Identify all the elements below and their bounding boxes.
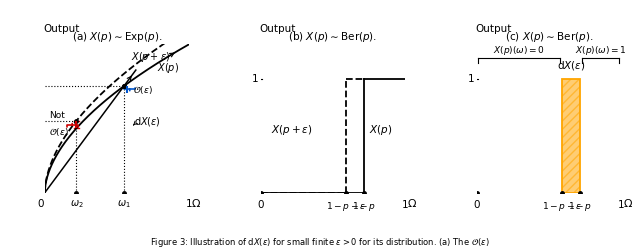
Text: $\mathrm{d}X(\varepsilon)$: $\mathrm{d}X(\varepsilon)$ (557, 59, 586, 72)
Bar (562, 79, 580, 193)
Text: Output: Output (44, 24, 80, 34)
Text: 1: 1 (468, 74, 474, 84)
Text: $\mathcal{O}(\varepsilon)$: $\mathcal{O}(\varepsilon)$ (49, 126, 69, 138)
Text: $\Omega$: $\Omega$ (191, 197, 201, 209)
Text: 1: 1 (401, 200, 408, 209)
Text: Output: Output (476, 24, 512, 34)
Text: $1-p$: $1-p$ (353, 200, 376, 212)
Text: Output: Output (259, 24, 296, 34)
Title: (a) $X(p) \sim \mathrm{Exp}(p)$.: (a) $X(p) \sim \mathrm{Exp}(p)$. (72, 30, 162, 44)
Text: $X(p)(\omega)=0$: $X(p)(\omega)=0$ (493, 44, 545, 57)
Text: $\omega_1$: $\omega_1$ (117, 199, 131, 210)
Text: $\omega_2$: $\omega_2$ (70, 199, 83, 210)
Text: 0: 0 (474, 200, 480, 209)
Text: $X(p+\varepsilon)$: $X(p+\varepsilon)$ (271, 123, 312, 137)
Text: $1-p$: $1-p$ (568, 200, 593, 212)
Text: $\mathrm{d}X(\varepsilon)$: $\mathrm{d}X(\varepsilon)$ (134, 115, 161, 128)
Text: 0: 0 (257, 200, 264, 209)
Text: $X(p)$: $X(p)$ (157, 61, 179, 75)
Text: $1-p-\varepsilon$: $1-p-\varepsilon$ (326, 200, 366, 212)
Text: Figure 3: Illustration of $\mathrm{d}X(\varepsilon)$ for small finite $\varepsil: Figure 3: Illustration of $\mathrm{d}X(\… (150, 236, 490, 247)
Bar (562, 79, 580, 193)
Text: 0: 0 (37, 199, 44, 208)
Text: $\Omega$: $\Omega$ (407, 197, 417, 209)
Text: $X(p+\varepsilon)$: $X(p+\varepsilon)$ (131, 50, 170, 64)
Text: $\mathcal{O}(\varepsilon)$: $\mathcal{O}(\varepsilon)$ (132, 84, 152, 96)
Text: $X(p)$: $X(p)$ (369, 123, 392, 137)
Text: $X(p)(\omega)=1$: $X(p)(\omega)=1$ (575, 44, 627, 57)
Text: $\Omega$: $\Omega$ (623, 197, 633, 209)
Text: $1-p-\varepsilon$: $1-p-\varepsilon$ (541, 200, 582, 212)
Title: (b) $X(p) \sim \mathrm{Ber}(p)$.: (b) $X(p) \sim \mathrm{Ber}(p)$. (288, 30, 378, 44)
Text: 1: 1 (618, 200, 624, 209)
Text: 1: 1 (252, 74, 259, 84)
Text: Not: Not (49, 111, 65, 120)
Title: (c) $X(p) \sim \mathrm{Ber}(p)$.: (c) $X(p) \sim \mathrm{Ber}(p)$. (505, 30, 593, 44)
Text: 1: 1 (186, 199, 192, 208)
